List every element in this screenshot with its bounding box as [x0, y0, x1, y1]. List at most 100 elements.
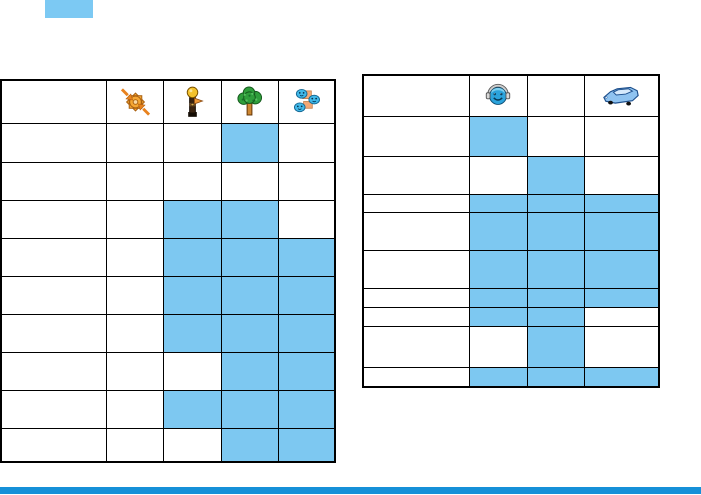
- matrix-cell-r6-c3: [583, 287, 660, 308]
- row-label-cell: [362, 366, 471, 388]
- row-label-cell: [362, 287, 471, 308]
- matrix-cell-r6-c1: [469, 287, 528, 308]
- matrix-cell-r1-c2: [163, 122, 222, 163]
- table-row: [362, 211, 660, 251]
- row-label-cell: [362, 249, 471, 289]
- matrix-cell-r4-c3: [583, 211, 660, 251]
- matrix-cell-r2-c1: [469, 155, 528, 195]
- matrix-cell-r3-c3: [583, 193, 660, 213]
- row-label-cell: [0, 237, 108, 277]
- matrix-cell-r8-c1: [106, 389, 165, 429]
- header-cell-bird-statue-icon: [163, 79, 222, 124]
- matrix-cell-r1-c4: [278, 122, 336, 163]
- matrix-cell-r7-c2: [526, 306, 585, 327]
- matrix-cell-r7-c3: [583, 306, 660, 327]
- matrix-cell-r5-c4: [278, 275, 336, 315]
- matrix-cell-r9-c2: [526, 366, 585, 388]
- row-label-cell: [362, 115, 471, 157]
- matrix-cell-r3-c2: [163, 199, 222, 239]
- page-corner-block: [45, 0, 93, 18]
- matrix-cell-r9-c1: [469, 366, 528, 388]
- row-label-cell: [362, 155, 471, 195]
- row-label-cell: [0, 313, 108, 353]
- matrix-cell-r6-c2: [526, 287, 585, 308]
- row-label-cell: [362, 211, 471, 251]
- table-row: [0, 199, 336, 239]
- table-row: [0, 351, 336, 391]
- matrix-cell-r3-c4: [278, 199, 336, 239]
- table-row: [0, 313, 336, 353]
- matrix-cell-r1-c1: [106, 122, 165, 163]
- header-cell-headset-face-icon: [469, 74, 528, 117]
- header-label-cell: [362, 74, 471, 117]
- table-row: [362, 155, 660, 195]
- row-label-cell: [0, 389, 108, 429]
- availability-table-left: [0, 79, 336, 463]
- matrix-cell-r2-c3: [583, 155, 660, 195]
- matrix-cell-r1-c3: [583, 115, 660, 157]
- table-row: [0, 389, 336, 429]
- header-cell-gear-arrows-icon: [106, 79, 165, 124]
- row-label-cell: [362, 325, 471, 368]
- matrix-cell-r2-c2: [526, 155, 585, 195]
- matrix-cell-r8-c2: [163, 389, 222, 429]
- matrix-cell-r7-c3: [220, 351, 280, 391]
- row-label-cell: [0, 427, 108, 463]
- left-availability-table: [0, 79, 336, 463]
- gear-arrows-icon: [120, 88, 150, 116]
- matrix-cell-r4-c1: [469, 211, 528, 251]
- row-label-cell: [362, 306, 471, 327]
- page-footer-bar: [0, 487, 701, 494]
- matrix-cell-r9-c3: [220, 427, 280, 463]
- matrix-cell-r2-c4: [278, 161, 336, 201]
- matrix-cell-r3-c1: [469, 193, 528, 213]
- matrix-cell-r7-c4: [278, 351, 336, 391]
- header-cell-blue-group-icon: [278, 79, 336, 124]
- table-row: [0, 237, 336, 277]
- blue-group-icon: [294, 89, 321, 113]
- table-row: [362, 366, 660, 388]
- matrix-cell-r4-c1: [106, 237, 165, 277]
- row-label-cell: [0, 122, 108, 163]
- header-cell-car-icon: [583, 74, 660, 117]
- availability-table-right: [362, 74, 660, 388]
- table-row: [0, 275, 336, 315]
- matrix-cell-r8-c4: [278, 389, 336, 429]
- matrix-cell-r3-c1: [106, 199, 165, 239]
- matrix-cell-r9-c1: [106, 427, 165, 463]
- matrix-cell-r5-c1: [106, 275, 165, 315]
- matrix-cell-r6-c3: [220, 313, 280, 353]
- table-row: [0, 161, 336, 201]
- matrix-cell-r8-c3: [220, 389, 280, 429]
- matrix-cell-r6-c1: [106, 313, 165, 353]
- table-row: [362, 115, 660, 157]
- car-icon: [603, 87, 640, 106]
- table-row: [0, 427, 336, 463]
- row-label-cell: [362, 193, 471, 213]
- matrix-cell-r9-c3: [583, 366, 660, 388]
- table-row: [0, 122, 336, 163]
- row-label-cell: [0, 161, 108, 201]
- matrix-cell-r9-c4: [278, 427, 336, 463]
- header-cell-empty: [526, 74, 585, 117]
- table-row: [362, 325, 660, 368]
- table-row: [362, 249, 660, 289]
- matrix-cell-r4-c2: [163, 237, 222, 277]
- matrix-cell-r5-c1: [469, 249, 528, 289]
- matrix-cell-r7-c1: [469, 306, 528, 327]
- matrix-cell-r4-c3: [220, 237, 280, 277]
- row-label-cell: [0, 275, 108, 315]
- matrix-cell-r5-c2: [526, 249, 585, 289]
- matrix-cell-r4-c2: [526, 211, 585, 251]
- headset-face-icon: [486, 83, 511, 105]
- bird-statue-icon: [186, 86, 204, 118]
- matrix-cell-r8-c2: [526, 325, 585, 368]
- matrix-cell-r2-c2: [163, 161, 222, 201]
- matrix-cell-r3-c2: [526, 193, 585, 213]
- matrix-cell-r1-c3: [220, 122, 280, 163]
- table-row: [362, 287, 660, 308]
- header-cell-tree-icon: [220, 79, 280, 124]
- tree-icon: [237, 86, 263, 116]
- row-label-cell: [0, 351, 108, 391]
